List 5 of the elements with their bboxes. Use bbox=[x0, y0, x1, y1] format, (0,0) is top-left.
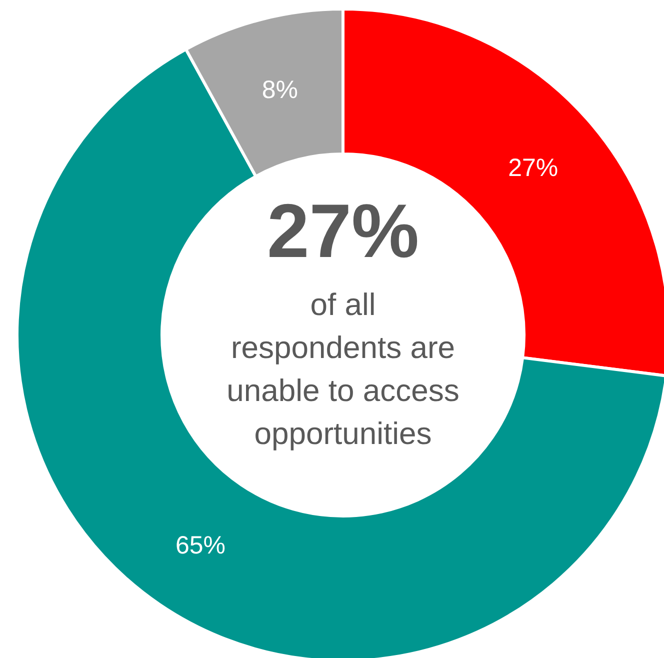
data-label: 27% bbox=[508, 154, 558, 182]
data-label: 8% bbox=[262, 76, 298, 104]
data-label: 65% bbox=[175, 531, 226, 560]
text: 27% bbox=[266, 189, 420, 274]
text: of all respondents are unable to access opportunities bbox=[226, 287, 460, 451]
